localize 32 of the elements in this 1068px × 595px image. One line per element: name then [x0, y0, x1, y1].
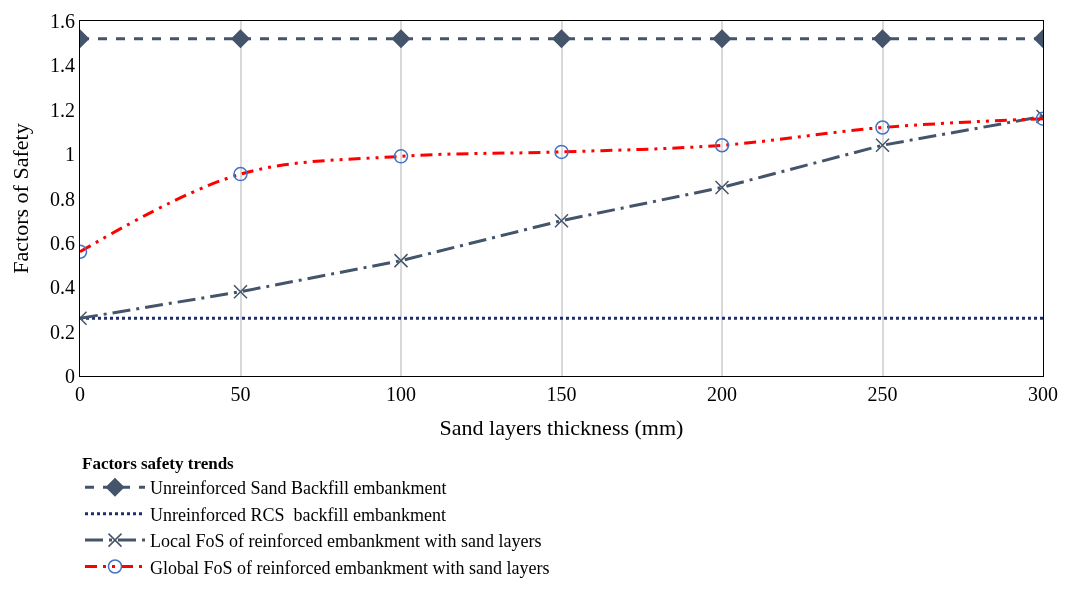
y-tick-label: 1.2: [50, 98, 75, 121]
y-axis-title: Factors of Safety: [7, 123, 33, 274]
legend-title: Factors safety trends: [82, 454, 235, 474]
y-tick-label: 0.4: [50, 276, 75, 299]
y-tick-label: 1.4: [50, 54, 75, 77]
y-tick-label: 0.8: [50, 187, 75, 210]
point: [552, 29, 571, 48]
y-tick-label: 0.6: [50, 231, 75, 254]
x-tick-label: 150: [546, 383, 577, 405]
x-axis-title: Sand layers thickness (mm): [439, 414, 684, 440]
point: [554, 213, 569, 228]
point: [233, 284, 248, 299]
legend-label: Local FoS of reinforced embankment with sand layers: [150, 531, 542, 552]
point: [714, 180, 730, 195]
point: [231, 29, 250, 48]
point: [712, 29, 732, 48]
x-tick-label: 50: [230, 383, 251, 405]
legend-label: Global FoS of reinforced embankment with sand layers: [150, 557, 550, 578]
x-tick-label: 300: [1028, 383, 1058, 405]
legend-label: Unreinforced Sand Backfill embankment: [150, 478, 447, 499]
y-tick-label: 1: [65, 143, 75, 166]
y-tick-label: 0: [65, 365, 75, 387]
point: [391, 29, 411, 48]
point: [393, 253, 409, 268]
y-tick-label: 0.2: [50, 320, 75, 343]
x-tick-label: 250: [867, 383, 898, 405]
x-tick-label: 200: [707, 383, 737, 405]
point: [873, 29, 892, 48]
y-tick-label: 1.6: [50, 10, 75, 32]
legend-label: Unreinforced RCS backfill embankment: [150, 504, 446, 525]
point: [875, 138, 890, 153]
x-tick-label: 100: [386, 383, 416, 405]
